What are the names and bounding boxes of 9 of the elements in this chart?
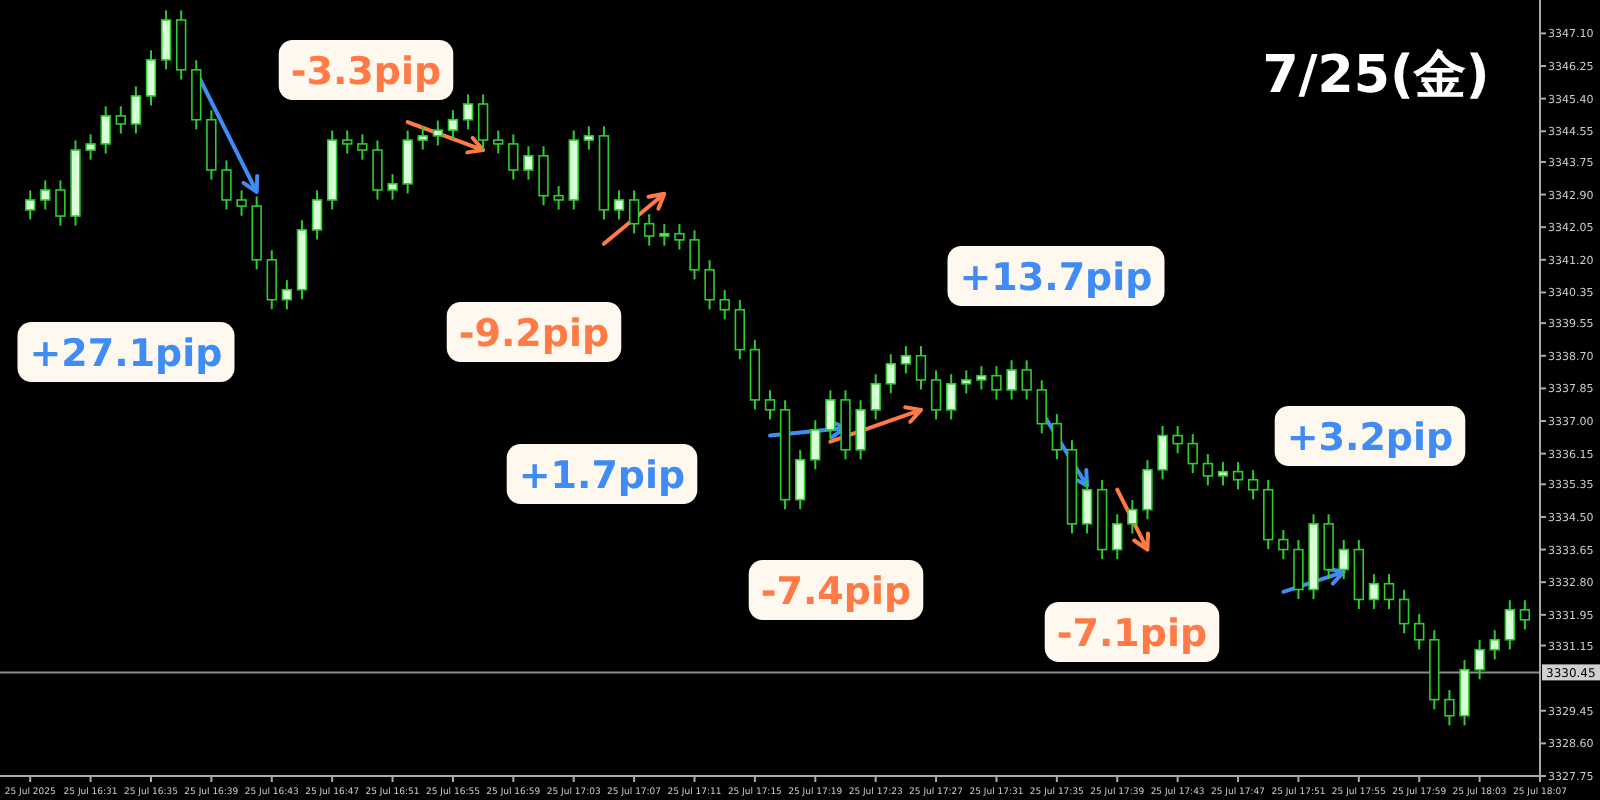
annotation: +1.7pip <box>518 454 686 498</box>
annotation: +27.1pip <box>29 332 223 376</box>
annotation: +3.2pip <box>1286 416 1454 460</box>
annotation: -7.4pip <box>760 570 912 614</box>
annotation: -3.3pip <box>290 50 442 94</box>
text: 7/25(金) <box>1262 46 1490 106</box>
annotation: -7.1pip <box>1056 612 1208 656</box>
annotation: -9.2pip <box>458 312 610 356</box>
annotation: +13.7pip <box>959 256 1153 300</box>
